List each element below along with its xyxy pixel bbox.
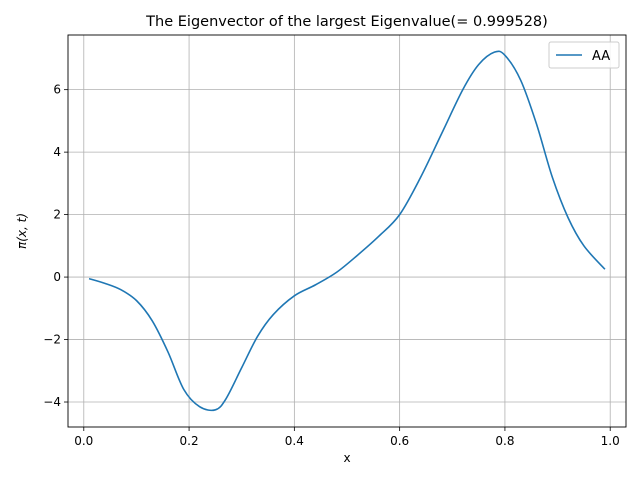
x-tick-label: 0.2 [180,434,199,448]
chart-title: The Eigenvector of the largest Eigenvalu… [145,14,548,30]
plot-frame [67,34,627,428]
y-tick-label: 0 [53,270,61,284]
y-tick-label: 2 [53,208,61,222]
legend: AA [548,41,620,69]
series-lines [88,50,606,412]
legend-box [548,41,620,69]
x-tick-label: 0.8 [495,434,514,448]
y-tick-label: 4 [53,145,61,159]
y-tick-label: −4 [43,395,61,409]
y-tick-label: −2 [43,333,61,347]
x-tick-label: 0.6 [390,434,409,448]
y-tick-label: 6 [53,83,61,97]
axis-ticks: 0.0 0.2 0.4 0.6 0.8 1.0 −4 −2 0 2 4 6 [43,83,619,448]
x-tick-label: 0.0 [74,434,93,448]
grid [68,35,626,427]
legend-label: AA [592,49,610,64]
x-axis-label: x [343,451,350,465]
y-axis-label: π(x, t) [15,213,29,249]
x-tick-label: 1.0 [601,434,620,448]
x-tick-label: 0.4 [285,434,304,448]
series-line-aa [88,50,606,412]
